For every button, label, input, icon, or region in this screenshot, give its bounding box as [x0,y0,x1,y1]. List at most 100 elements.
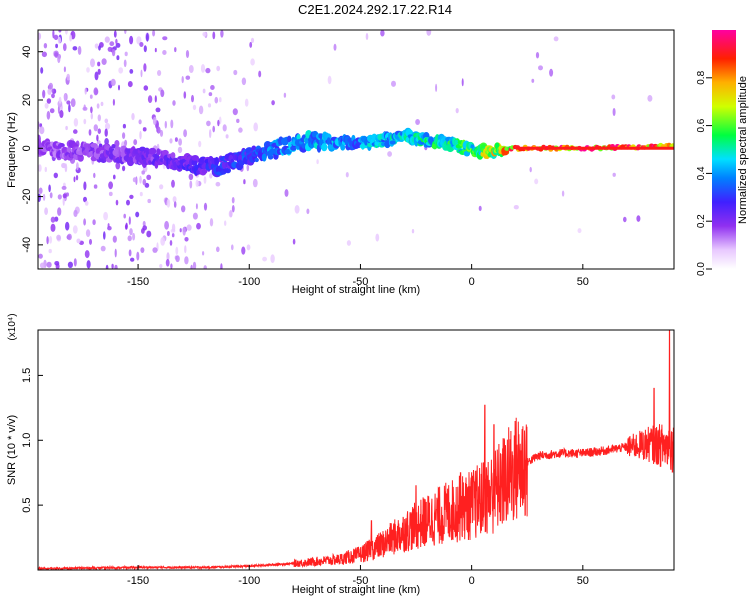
x-tick-label: 50 [577,575,589,587]
noise-blob [217,119,220,127]
snr-plot-area [38,330,674,570]
noise-blob [145,32,149,42]
noise-blob [142,178,147,186]
noise-blob [123,59,127,68]
noise-blob [123,213,126,219]
noise-blob [141,170,145,175]
noise-blob [224,220,227,226]
noise-blob [103,231,106,240]
ridge-blob [454,139,459,146]
noise-blob [38,187,43,194]
noise-blob [57,54,61,64]
noise-blob [146,174,152,180]
noise-blob [203,176,207,184]
noise-blob [192,104,197,111]
noise-blob [241,246,246,255]
noise-blob [146,230,152,238]
noise-blob [122,165,126,172]
noise-blob [191,94,194,103]
noise-blob [147,198,151,204]
noise-blob [113,174,116,180]
noise-blob [181,76,184,84]
noise-blob [76,162,79,171]
noise-blob [178,138,183,146]
noise-blob [553,36,559,42]
noise-blob [104,36,110,43]
noise-blob [42,89,46,99]
noise-blob [84,200,89,206]
noise-blob [232,108,238,116]
noise-blob [94,71,99,81]
noise-blob [128,249,132,257]
noise-blob [253,122,258,132]
noise-blob [270,254,275,263]
noise-blob [89,94,93,99]
noise-blob [214,96,219,104]
noise-blob [47,88,52,95]
noise-blob [112,235,117,243]
noise-blob [538,65,543,71]
ridge-blob [66,146,72,153]
chart-title: C2E1.2024.292.17.22.R14 [298,2,452,17]
noise-blob [206,120,211,127]
noise-blob [136,251,140,261]
noise-blob [96,103,100,109]
noise-blob [179,228,182,233]
noise-blob [115,162,121,170]
noise-blob [51,88,54,93]
noise-blob [129,228,133,236]
noise-blob [231,205,235,213]
x-tick-label: 0 [469,575,475,587]
y-tick-label: 40 [21,46,33,58]
ridge-blob [201,169,208,174]
noise-blob [611,94,616,100]
noise-blob [46,110,51,120]
noise-blob [41,51,48,58]
colorbar-ticks: 0.0 0.2 0.4 0.6 0.8 [696,70,712,276]
noise-blob [42,193,46,201]
noise-blob [209,218,214,227]
noise-blob [62,193,67,199]
noise-blob [258,70,262,78]
spectrogram-y-label: Frequency (Hz) [6,112,18,188]
colorbar-gradient [712,30,736,269]
noise-blob [164,220,170,230]
y-tick-label: 1.5 [21,368,33,383]
noise-blob [203,265,207,269]
colorbar-label: Normalized spectral amplitude [737,76,749,224]
x-tick-label: -100 [238,276,260,288]
noise-blob [185,50,190,58]
noise-blob [284,189,289,197]
ridge-blob [296,134,301,140]
noise-blob [170,263,173,269]
noise-blob [212,125,215,133]
noise-blob [89,238,92,245]
noise-blob [83,196,87,203]
noise-blob [113,30,117,38]
noise-blob [271,100,275,106]
noise-blob [140,247,145,254]
noise-blob [220,30,224,38]
noise-blob [241,77,247,86]
noise-blob [183,91,187,99]
noise-blob [58,96,62,104]
noise-blob [124,224,128,230]
noise-blob [200,64,206,73]
noise-blob [170,119,174,129]
noise-blob [435,83,438,92]
noise-blob [90,58,95,68]
noise-blob [365,33,369,40]
noise-blob [189,180,193,189]
noise-blob [40,67,44,74]
spectrogram-x-label: Height of straight line (km) [292,284,420,296]
noise-blob [93,184,98,189]
noise-blob [231,197,235,204]
noise-blob [549,68,554,77]
snr-y-ticks: 0.5 1.0 1.5 [21,368,43,513]
noise-blob [162,50,167,55]
ridge-blob [214,156,220,166]
noise-blob [216,65,221,72]
ridge-blob [148,147,157,155]
x-tick-label: -150 [127,575,149,587]
noise-blob [86,67,90,73]
